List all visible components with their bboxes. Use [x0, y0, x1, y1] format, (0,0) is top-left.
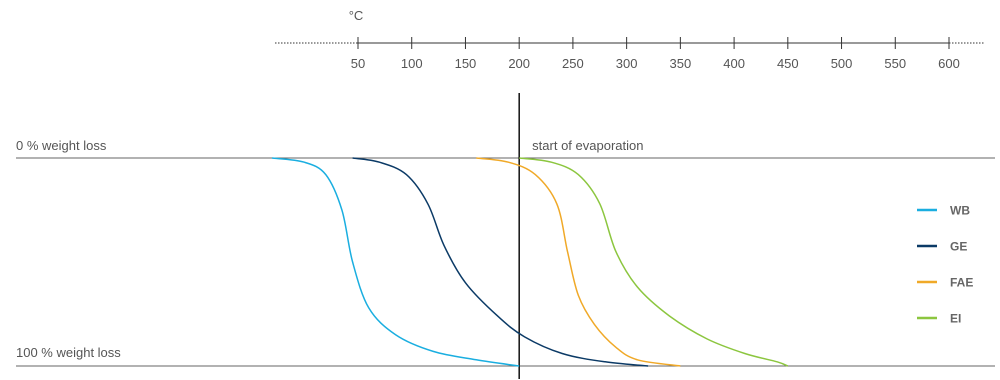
reference-lines — [16, 93, 995, 379]
top-reference-label: 0 % weight loss — [16, 138, 107, 153]
axis-tick-label: 600 — [938, 56, 960, 71]
axis-tick-label: 250 — [562, 56, 584, 71]
axis-tick-label: 500 — [831, 56, 853, 71]
series-line-ei — [519, 157, 789, 367]
temperature-axis: 50 100 150 200 250 300 350 400 450 500 550 600 — [275, 37, 985, 71]
axis-tick-label: 350 — [670, 56, 692, 71]
axis-tick-label: 150 — [455, 56, 477, 71]
bottom-reference-label: 100 % weight loss — [16, 345, 121, 360]
axis-tick-label: 300 — [616, 56, 638, 71]
axis-tick-label: 100 — [401, 56, 423, 71]
legend-label-ge: GE — [950, 240, 967, 254]
axis-tick-label: 50 — [351, 56, 365, 71]
legend-label-fae: FAE — [950, 276, 973, 290]
start-of-evaporation-label: start of evaporation — [532, 138, 643, 153]
axis-tick-label: 200 — [508, 56, 530, 71]
legend: WB GE FAE EI — [917, 204, 973, 326]
axis-tick-label: 550 — [884, 56, 906, 71]
axis-unit-label: °C — [349, 8, 364, 23]
legend-label-wb: WB — [950, 204, 970, 218]
axis-tick-label: 450 — [777, 56, 799, 71]
series-curves — [271, 157, 789, 367]
series-line-ge — [352, 157, 649, 367]
legend-label-ei: EI — [950, 312, 961, 326]
series-line-wb — [271, 157, 520, 367]
series-line-fae — [476, 157, 681, 367]
axis-tick-label: 400 — [723, 56, 745, 71]
